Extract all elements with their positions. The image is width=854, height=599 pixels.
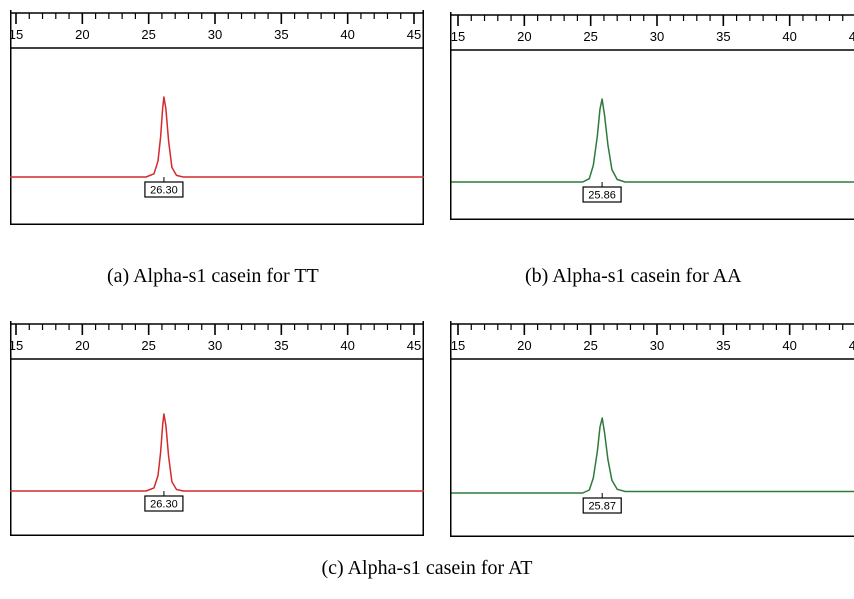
chromatogram-panel-at-left: 15 20 25 30 35 40 45 26.30 (10, 321, 424, 536)
tick-label: 15 (10, 338, 23, 353)
tick-label: 20 (517, 29, 531, 44)
peak-label: 26.30 (150, 185, 178, 197)
peak-label-box (582, 186, 622, 203)
tick-label: 45 (849, 338, 854, 353)
chromatogram-c-left-svg: 15 20 25 30 35 40 45 26.30 (10, 321, 424, 536)
peak-label: 25.86 (588, 190, 616, 202)
tick-label: 45 (407, 27, 421, 42)
chromatogram-panel-aa: 15 20 25 30 35 40 45 25.86 (450, 12, 854, 220)
tick-label: 35 (716, 29, 730, 44)
tick-label: 25 (141, 27, 155, 42)
tick-label: 30 (208, 27, 222, 42)
chromatogram-a-svg: 15 20 25 30 35 40 45 26.30 (10, 10, 424, 225)
tick-label: 35 (274, 27, 288, 42)
tick-label: 30 (650, 338, 664, 353)
tick-label: 40 (340, 27, 354, 42)
chromatogram-b-svg: 15 20 25 30 35 40 45 25.86 (450, 12, 854, 220)
tick-label: 15 (10, 27, 23, 42)
chromatogram-panel-at-right: 15 20 25 30 35 40 45 25.87 (450, 321, 854, 537)
caption-b: (b) Alpha-s1 casein for AA (525, 265, 742, 287)
tick-label: 45 (849, 29, 854, 44)
tick-label: 20 (75, 338, 89, 353)
trace-line (10, 413, 424, 492)
peak-label-box (144, 181, 184, 198)
peak-label: 26.30 (150, 499, 178, 511)
trace-line (451, 417, 854, 494)
tick-label: 40 (340, 338, 354, 353)
peak-label-box (144, 495, 184, 512)
tick-label: 40 (782, 338, 796, 353)
tick-label: 25 (141, 338, 155, 353)
tick-label: 35 (716, 338, 730, 353)
tick-label: 15 (451, 29, 465, 44)
tick-label: 25 (583, 338, 597, 353)
tick-label: 20 (517, 338, 531, 353)
tick-label: 45 (407, 338, 421, 353)
tick-label: 35 (274, 338, 288, 353)
trace-line (451, 98, 854, 183)
tick-label: 15 (451, 338, 465, 353)
caption-c: (c) Alpha-s1 casein for AT (321, 557, 533, 579)
tick-label: 40 (782, 29, 796, 44)
tick-label: 20 (75, 27, 89, 42)
chromatogram-panel-tt: 15 20 25 30 35 40 45 26.30 (10, 10, 424, 225)
caption-a: (a) Alpha-s1 casein for TT (107, 265, 319, 287)
tick-label: 30 (208, 338, 222, 353)
peak-label: 25.87 (588, 501, 616, 513)
tick-label: 30 (650, 29, 664, 44)
chromatogram-c-right-svg: 15 20 25 30 35 40 45 25.87 (450, 321, 854, 537)
trace-line (10, 96, 424, 178)
peak-label-box (582, 497, 622, 514)
tick-label: 25 (583, 29, 597, 44)
